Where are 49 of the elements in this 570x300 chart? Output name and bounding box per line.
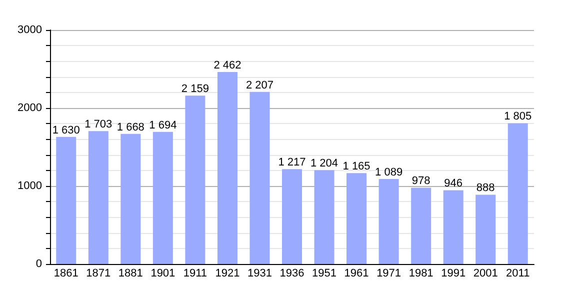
data-label: 946 bbox=[444, 178, 463, 190]
data-label: 2 207 bbox=[246, 79, 274, 92]
bar bbox=[250, 92, 270, 264]
x-tick-label: 1991 bbox=[441, 268, 466, 280]
bar bbox=[508, 123, 528, 264]
bar bbox=[443, 190, 464, 264]
x-tick-label: 1951 bbox=[312, 268, 337, 280]
x-tick-label: 1901 bbox=[150, 268, 176, 280]
bar bbox=[120, 134, 141, 264]
bar bbox=[88, 131, 108, 264]
bar bbox=[476, 194, 496, 264]
bar bbox=[378, 179, 399, 264]
y-tick-label: 1000 bbox=[18, 180, 42, 192]
x-tick-label: 1961 bbox=[344, 268, 369, 280]
bar bbox=[411, 188, 432, 264]
data-label: 1 089 bbox=[375, 166, 403, 179]
data-label: 2 159 bbox=[181, 83, 209, 96]
data-label: 1 204 bbox=[310, 158, 338, 170]
x-tick-label: 1971 bbox=[376, 268, 402, 280]
y-tick-label: 0 bbox=[36, 258, 42, 270]
data-label: 1 805 bbox=[504, 110, 532, 123]
bar bbox=[346, 173, 367, 264]
x-tick-label: 1871 bbox=[86, 268, 111, 280]
x-tick-label: 1936 bbox=[280, 268, 304, 280]
bar bbox=[282, 169, 302, 264]
x-tick-label: 1921 bbox=[215, 268, 240, 280]
x-tick-label: 1881 bbox=[118, 268, 143, 280]
bar bbox=[185, 96, 206, 264]
y-tick-label: 2000 bbox=[18, 102, 42, 114]
data-label: 1 165 bbox=[342, 160, 370, 173]
x-tick-label: 1981 bbox=[408, 268, 434, 280]
data-label: 1 217 bbox=[278, 156, 306, 169]
x-tick-label: 1931 bbox=[247, 268, 272, 280]
bar bbox=[217, 72, 238, 264]
data-label: 978 bbox=[412, 175, 430, 188]
bar bbox=[314, 170, 334, 264]
data-label: 1 703 bbox=[84, 118, 112, 131]
x-tick-label: 2001 bbox=[473, 268, 498, 280]
bar bbox=[152, 132, 173, 264]
data-label: 1 668 bbox=[116, 121, 144, 134]
data-label: 888 bbox=[476, 182, 495, 194]
x-tick-label: 1911 bbox=[183, 268, 208, 280]
data-label: 1 694 bbox=[149, 119, 177, 132]
bar bbox=[56, 136, 76, 264]
data-label: 2 462 bbox=[214, 59, 242, 72]
y-tick-label: 3000 bbox=[18, 24, 42, 36]
data-label: 1 630 bbox=[52, 124, 80, 136]
x-tick-label: 2011 bbox=[506, 268, 530, 280]
x-tick-label: 1861 bbox=[54, 268, 78, 280]
